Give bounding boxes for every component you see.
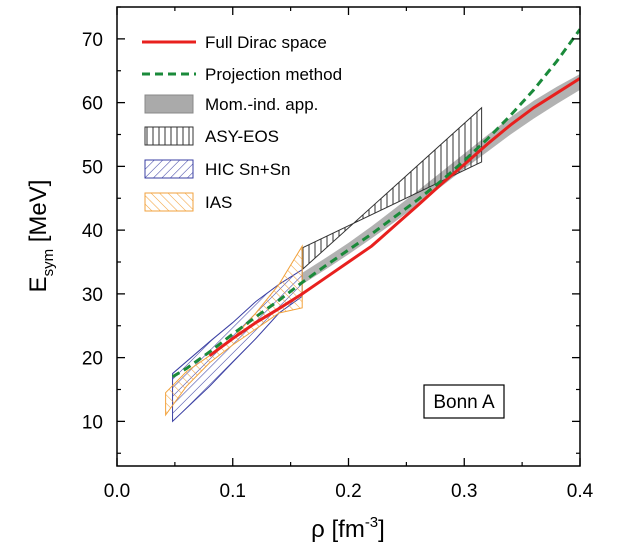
legend-label-projection: Projection method <box>205 65 342 84</box>
y-tick-label: 20 <box>82 349 103 370</box>
y-axis-title: Esym [MeV] <box>25 180 57 293</box>
legend-swatch-mom-ind <box>144 94 194 114</box>
legend-swatch-ias <box>144 192 194 212</box>
legend-label-mom-ind: Mom.-ind. app. <box>205 95 318 114</box>
legend-swatch-asy-eos <box>144 126 194 146</box>
y-tick-label: 10 <box>82 412 103 433</box>
legend-label-ias: IAS <box>205 193 232 212</box>
y-tick-label: 30 <box>82 285 103 306</box>
plot-area <box>165 28 580 423</box>
annotation-bonn-a: Bonn A <box>423 384 505 419</box>
x-tick-label: 0.1 <box>220 481 246 502</box>
y-tick-label: 50 <box>82 157 103 178</box>
x-tick-label: 0.2 <box>335 481 361 502</box>
annotation-box <box>423 384 505 419</box>
y-tick-label: 40 <box>82 221 103 242</box>
x-axis-title: ρ [fm-3] <box>311 514 385 543</box>
legend-swatch-hic <box>144 159 194 179</box>
series-region-asy-eos <box>301 106 483 271</box>
legend-label-full-dirac: Full Dirac space <box>205 33 327 52</box>
annotation-text: Bonn A <box>433 392 495 413</box>
series-line-full-dirac-space <box>208 77 580 357</box>
axis-ticks: 0.0 0.1 0.2 0.3 0.4 10 20 30 40 50 60 70 <box>82 6 594 502</box>
y-tick-label: 70 <box>82 30 103 51</box>
x-tick-label: 0.4 <box>567 481 594 502</box>
legend-label-hic: HIC Sn+Sn <box>205 160 291 179</box>
legend: Full Dirac space Projection method Mom.-… <box>142 33 342 212</box>
legend-label-asy-eos: ASY-EOS <box>205 127 279 146</box>
y-tick-label: 60 <box>82 94 103 115</box>
x-tick-label: 0.0 <box>104 481 130 502</box>
x-tick-label: 0.3 <box>451 481 477 502</box>
